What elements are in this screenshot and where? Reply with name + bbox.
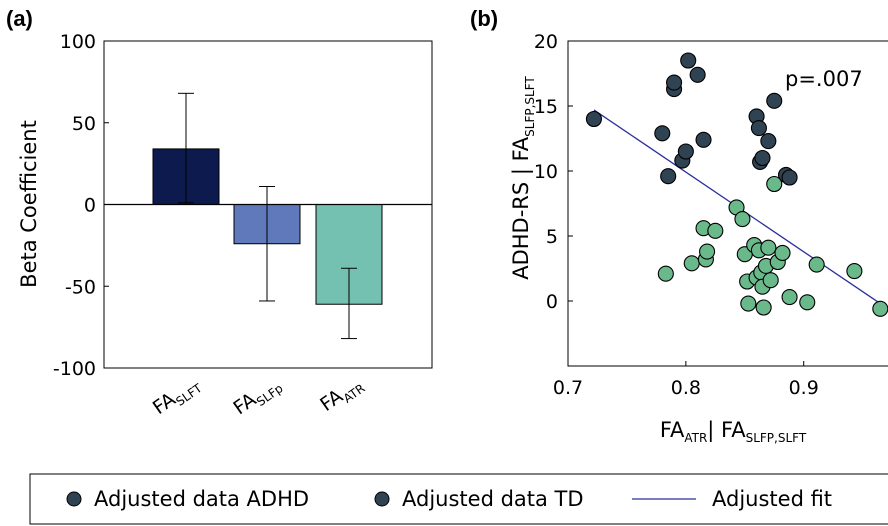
- panel-b-y-tick-label-0: 0: [546, 291, 558, 313]
- panel-b-x-axis-label: FAATR| FASLFP,SLFT: [660, 418, 807, 445]
- td-point-24: [799, 294, 816, 311]
- panel-a-x-tick-labels: FASLFT FASLFp FAATR: [149, 372, 368, 422]
- panel-a-x-tick-label-0: FASLFT: [149, 372, 205, 422]
- adhd-point-14: [760, 133, 777, 150]
- adhd-point-0: [585, 110, 602, 128]
- panel-a-y-tick-label-0: -100: [53, 358, 96, 380]
- td-point-5: [707, 222, 724, 239]
- legend-box: [29, 473, 888, 525]
- panel-b-xlabel-sep: | FA: [707, 418, 746, 443]
- adhd-point-9: [695, 131, 712, 148]
- adhd-point-1: [654, 125, 671, 142]
- td-point-1: [683, 255, 700, 272]
- panel-b-xlabel-sub2: SLFP,SLFT: [746, 431, 807, 445]
- td-point-26: [846, 263, 863, 280]
- panel-b-x-tick-label-0: 0.7: [553, 377, 583, 399]
- panel-b-y-tick-label-2: 10: [534, 161, 558, 183]
- panel-b-ylabel-main: ADHD-RS | FA: [509, 136, 534, 280]
- legend: Adjusted data ADHD Adjusted data TD Adju…: [29, 473, 888, 525]
- panel-a-y-tick-label-3: 50: [72, 113, 96, 135]
- td-point-25: [808, 256, 825, 273]
- panel-b-xlabel-sub1: ATR: [684, 431, 707, 445]
- td-point-22: [774, 244, 791, 261]
- adhd-point-6: [677, 143, 694, 160]
- legend-fit-label: Adjusted fit: [712, 487, 832, 511]
- adhd-point-8: [689, 66, 706, 83]
- adhd-point-11: [750, 120, 767, 137]
- panel-a-y-tick-label-1: -50: [65, 276, 96, 298]
- panel-b-frame: [567, 40, 888, 367]
- td-point-20: [766, 175, 783, 193]
- panel-b-xlabel-main1: FA: [660, 418, 685, 442]
- legend-td-label: Adjusted data TD: [402, 487, 584, 511]
- panel-a-y-tick-label-4: 100: [60, 31, 96, 53]
- panel-b-x-tick-label-1: 0.8: [671, 377, 701, 399]
- td-point-0: [657, 265, 674, 282]
- panel-a-error-bars: [178, 92, 357, 340]
- adhd-point-17: [781, 169, 798, 186]
- td-point-23: [781, 289, 798, 306]
- panel-b-y-tick-label-1: 5: [546, 226, 558, 248]
- legend-adhd-label: Adjusted data ADHD: [94, 487, 309, 511]
- adhd-point-7: [680, 52, 697, 69]
- panel-a-x-tick-label-1: FASLFp: [229, 372, 285, 422]
- td-point-16: [755, 299, 772, 316]
- panel-b-x-tick-label-2: 0.9: [789, 377, 819, 399]
- panel-a-bar-chart: (a) -100 -50 0 50 100 FASLFT FASLFp FAATR Beta…: [6, 6, 433, 422]
- adhd-point-13: [754, 149, 771, 167]
- td-point-4: [699, 243, 716, 260]
- panel-b-ylabel-sub: SLFP,SLFT: [523, 76, 537, 137]
- adhd-point-2: [660, 168, 677, 185]
- panel-b-y-axis-label: ADHD-RS | FASLFP,SLFT: [509, 76, 537, 280]
- panel-a-y-ticks: -100 -50 0 50 100: [53, 31, 109, 380]
- panel-a-y-axis-label: Beta Coefficient: [17, 120, 41, 288]
- panel-b-p-value: p=.007: [785, 67, 863, 91]
- legend-td-marker: [374, 491, 390, 507]
- adhd-point-4: [666, 74, 683, 91]
- panel-a-x-tick-label-2: FAATR: [316, 372, 367, 418]
- panel-a-label: (a): [6, 6, 33, 31]
- td-point-7: [734, 211, 751, 228]
- td-point-10: [740, 295, 757, 312]
- panel-b-y-tick-label-4: 20: [534, 31, 558, 53]
- panel-b-x-ticks: 0.70.80.91: [553, 361, 819, 399]
- adhd-point-15: [766, 92, 783, 109]
- panel-b-points: [585, 52, 888, 317]
- panel-b-y-ticks: 0 5 10 15 20: [534, 31, 573, 313]
- legend-adhd-marker: [66, 491, 82, 507]
- td-point-19: [762, 272, 779, 289]
- panel-b-y-tick-label-3: 15: [534, 96, 558, 118]
- td-point-18: [760, 239, 777, 256]
- panel-a-y-tick-label-2: 0: [84, 195, 96, 217]
- td-point-27: [872, 300, 888, 317]
- panel-b-label: (b): [470, 6, 498, 31]
